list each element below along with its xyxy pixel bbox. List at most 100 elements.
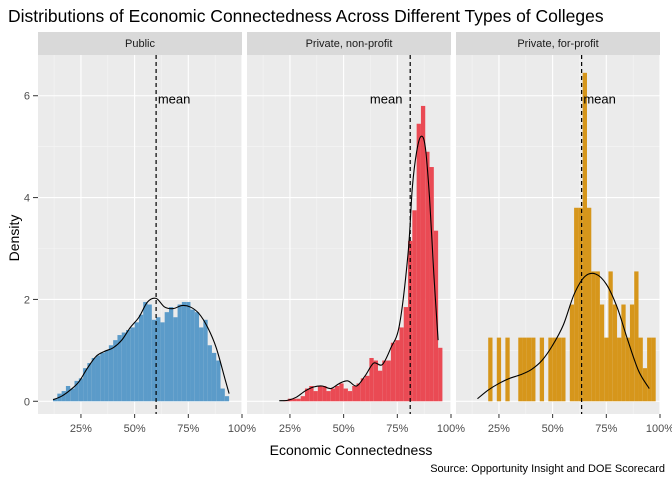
y-axis: 0 2 4 6 bbox=[24, 91, 38, 408]
histogram-bar bbox=[412, 210, 417, 402]
histogram-bar bbox=[377, 370, 383, 402]
histogram-bar bbox=[599, 304, 605, 402]
histogram-bar bbox=[429, 167, 434, 402]
histogram-bar bbox=[651, 337, 656, 402]
histogram-bar bbox=[53, 398, 58, 402]
x-tick-label: 100% bbox=[228, 423, 256, 435]
histogram-bar bbox=[420, 105, 426, 402]
histogram-bar bbox=[488, 337, 493, 402]
mean-label: mean bbox=[158, 91, 191, 106]
histogram-bar bbox=[173, 317, 178, 402]
histogram-bar bbox=[522, 337, 527, 402]
density-curve bbox=[52, 297, 230, 401]
histogram-bar bbox=[130, 327, 135, 402]
histogram-bar bbox=[143, 301, 148, 402]
histogram-bar bbox=[403, 307, 409, 402]
facet-strip-label: Private, for-profit bbox=[517, 38, 598, 50]
histogram-bar bbox=[433, 230, 439, 402]
histogram-bar bbox=[382, 360, 387, 402]
histogram-bar bbox=[608, 271, 613, 402]
histogram-bar bbox=[313, 391, 318, 402]
histogram-bar bbox=[304, 388, 310, 402]
histogram-bar bbox=[569, 304, 575, 402]
histogram-bar bbox=[177, 304, 182, 402]
y-tick-label: 2 bbox=[24, 294, 30, 306]
x-tick-label: 100% bbox=[437, 423, 465, 435]
histogram-bar bbox=[330, 388, 336, 402]
histogram-bar bbox=[505, 337, 510, 402]
histogram-bar bbox=[134, 322, 139, 402]
histogram-bar bbox=[186, 301, 191, 402]
chart-title: Distributions of Economic Connectedness … bbox=[8, 6, 604, 26]
histogram-bar bbox=[83, 368, 88, 402]
histogram-bar bbox=[211, 352, 217, 402]
histogram-bar bbox=[203, 319, 208, 402]
histogram-bar bbox=[91, 357, 96, 402]
histogram-bar bbox=[151, 319, 157, 402]
histogram-bar bbox=[160, 322, 165, 402]
x-tick-label: 25% bbox=[488, 423, 510, 435]
histogram-bar bbox=[199, 327, 204, 402]
x-tick-label: 25% bbox=[70, 423, 92, 435]
facet-strip bbox=[247, 32, 451, 55]
histogram-bar bbox=[296, 398, 301, 402]
mean-label: mean bbox=[370, 91, 403, 106]
histogram-bar bbox=[496, 337, 502, 402]
histogram-bar bbox=[548, 337, 553, 402]
histogram-bar bbox=[360, 378, 366, 402]
density-curve bbox=[279, 135, 439, 402]
histogram-bar bbox=[108, 345, 114, 402]
histogram-bar bbox=[300, 396, 305, 402]
histogram-bar bbox=[65, 385, 71, 402]
histogram-bar bbox=[582, 72, 587, 402]
histogram-bar bbox=[147, 304, 152, 402]
histogram-bar bbox=[343, 388, 348, 402]
x-tick-label: 50% bbox=[542, 423, 564, 435]
histogram-bar bbox=[386, 360, 391, 402]
histogram-bar bbox=[591, 271, 596, 402]
histogram-bar bbox=[335, 385, 340, 402]
histogram-bar bbox=[322, 385, 327, 402]
histogram-bar bbox=[292, 398, 297, 402]
y-tick-label: 6 bbox=[24, 91, 30, 103]
histogram-bar bbox=[339, 383, 344, 402]
histogram-bar bbox=[612, 304, 618, 402]
histogram-bar bbox=[78, 378, 84, 402]
x-tick-label: 75% bbox=[595, 423, 617, 435]
histogram-bar bbox=[621, 304, 626, 402]
histogram-bar bbox=[642, 368, 648, 402]
histogram-bar bbox=[126, 329, 131, 402]
histogram-bar bbox=[326, 391, 331, 402]
histogram-bar bbox=[352, 385, 357, 402]
x-tick-label: 50% bbox=[124, 423, 146, 435]
histogram-bar bbox=[74, 380, 79, 402]
histogram-bar bbox=[168, 307, 174, 402]
histogram-bar bbox=[399, 327, 404, 402]
histogram-bar bbox=[578, 207, 583, 402]
facet-strip bbox=[38, 32, 242, 55]
histogram-bar bbox=[595, 271, 600, 402]
histogram-bar bbox=[190, 309, 195, 402]
source-caption: Source: Opportunity Insight and DOE Scor… bbox=[430, 463, 665, 475]
x-tick-label: 100% bbox=[646, 423, 672, 435]
histogram-bar bbox=[556, 337, 562, 402]
histogram-bar bbox=[207, 345, 212, 402]
histogram-bar bbox=[518, 337, 523, 402]
histogram-bar bbox=[373, 360, 378, 402]
histogram-bar bbox=[369, 357, 374, 402]
histogram-bar bbox=[531, 337, 536, 402]
histogram-bar bbox=[216, 360, 221, 402]
histogram-bar bbox=[121, 332, 127, 402]
facet-strip-label: Private, non-profit bbox=[306, 38, 393, 50]
histogram-bar bbox=[113, 340, 118, 402]
histogram-bar bbox=[574, 207, 579, 402]
histogram-bar bbox=[539, 337, 545, 402]
histogram-bar bbox=[104, 350, 109, 402]
facet-panel: Public mean 25% 50% 75% 100% bbox=[38, 32, 256, 435]
facet-strip bbox=[456, 32, 660, 55]
histogram-bar bbox=[138, 314, 144, 402]
histogram-bar bbox=[309, 385, 314, 402]
histogram-bar bbox=[561, 337, 566, 402]
histogram-bar bbox=[390, 342, 396, 402]
